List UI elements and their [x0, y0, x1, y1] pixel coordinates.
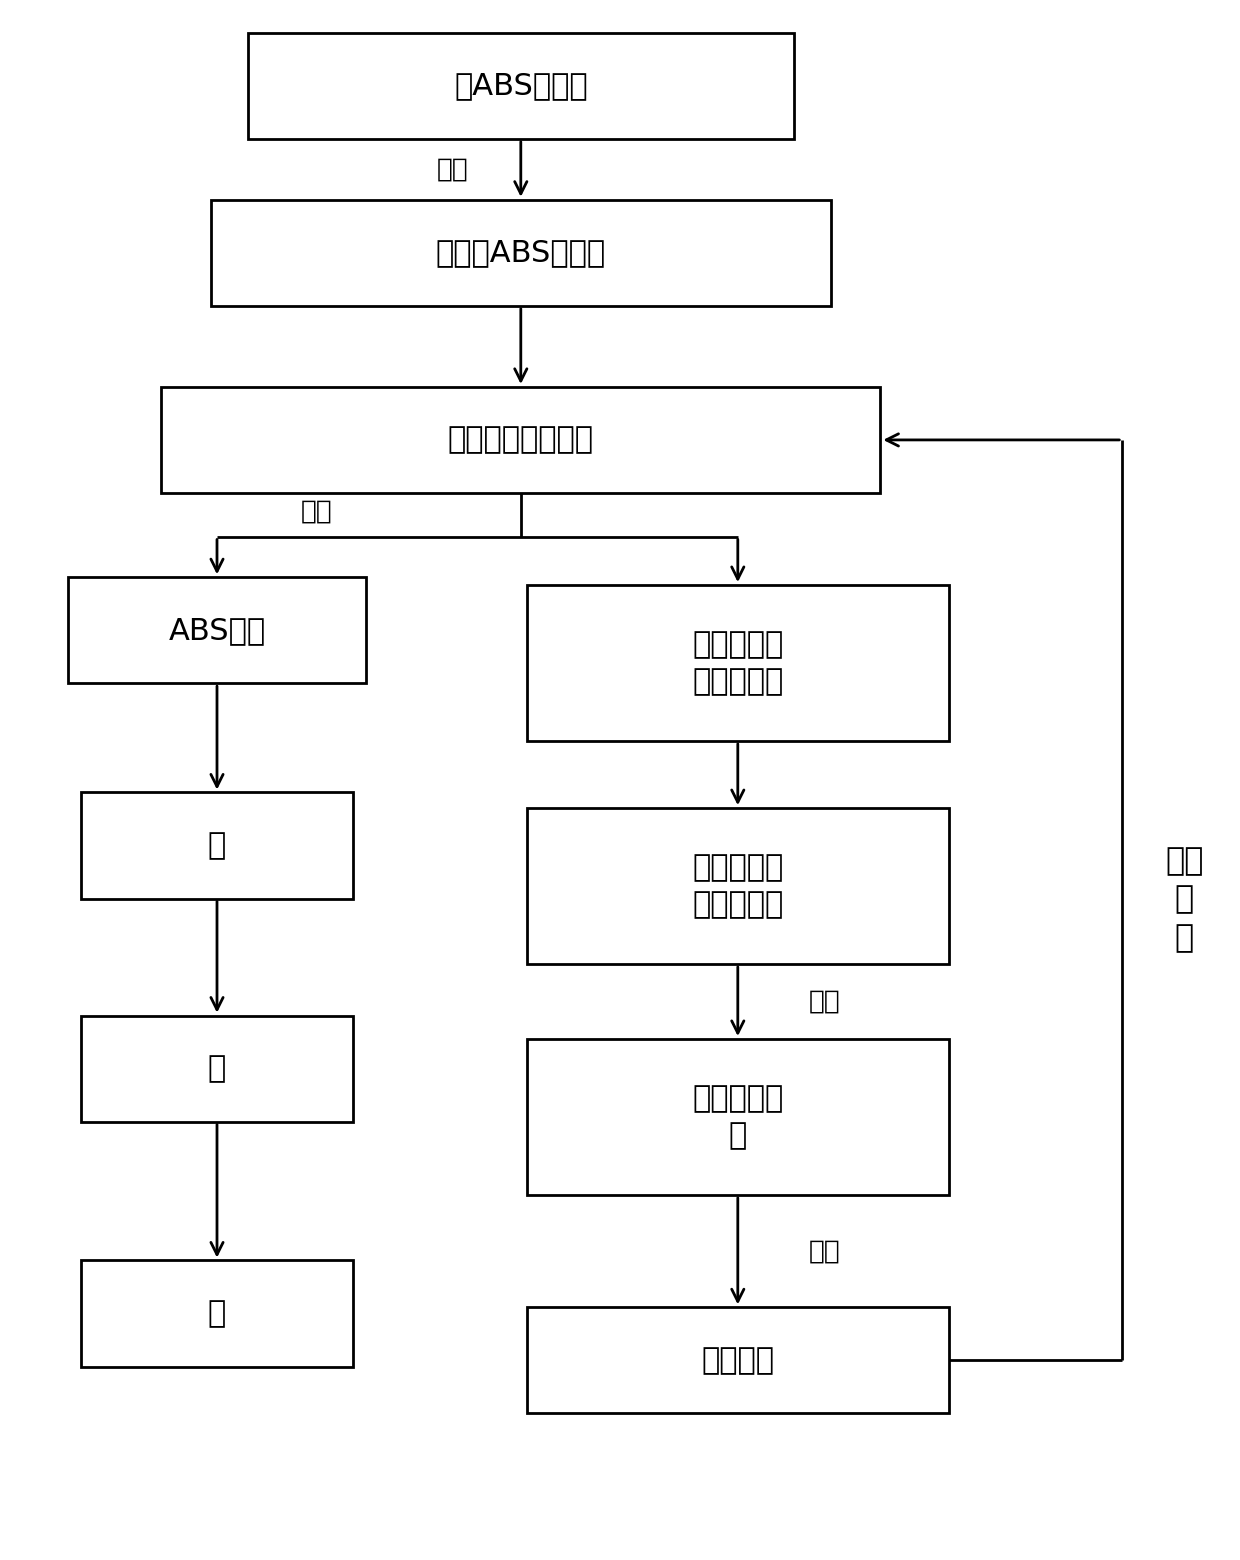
Text: 含锂、镁、
钓退镀溶液: 含锂、镁、 钓退镀溶液 [692, 853, 784, 919]
Text: 萄取: 萄取 [808, 989, 841, 1014]
Bar [161, 387, 880, 493]
Text: 退镀: 退镀 [300, 499, 332, 524]
Bar [527, 808, 949, 964]
Bar [68, 577, 366, 683]
Text: 待处理ABS电镀件: 待处理ABS电镀件 [435, 239, 606, 267]
Bar [81, 1260, 353, 1367]
Bar [81, 792, 353, 899]
Bar [527, 1039, 949, 1195]
Text: 清洗: 清洗 [436, 156, 469, 183]
Text: 循环
利
用: 循环 利 用 [1164, 847, 1204, 953]
Bar [527, 1307, 949, 1413]
Bar [248, 33, 794, 139]
Text: 含锂、镁、
钓退镀溶液: 含锂、镁、 钓退镀溶液 [692, 630, 784, 696]
Text: 镁: 镁 [208, 1055, 226, 1083]
Bar [527, 585, 949, 741]
Text: 钓: 钓 [208, 831, 226, 860]
Text: 含锂退镀溶
液: 含锂退镀溶 液 [692, 1084, 784, 1150]
Text: 退镀溶液: 退镀溶液 [702, 1346, 774, 1374]
Text: 锂: 锂 [208, 1299, 226, 1328]
Bar [81, 1016, 353, 1122]
Text: ABS塑料: ABS塑料 [169, 616, 265, 644]
Text: 复合氯盐溶液体系: 复合氯盐溶液体系 [448, 426, 594, 454]
Text: 忪ABS电镀件: 忪ABS电镀件 [454, 72, 588, 100]
Text: 电解: 电解 [808, 1239, 841, 1264]
Bar [211, 200, 831, 306]
